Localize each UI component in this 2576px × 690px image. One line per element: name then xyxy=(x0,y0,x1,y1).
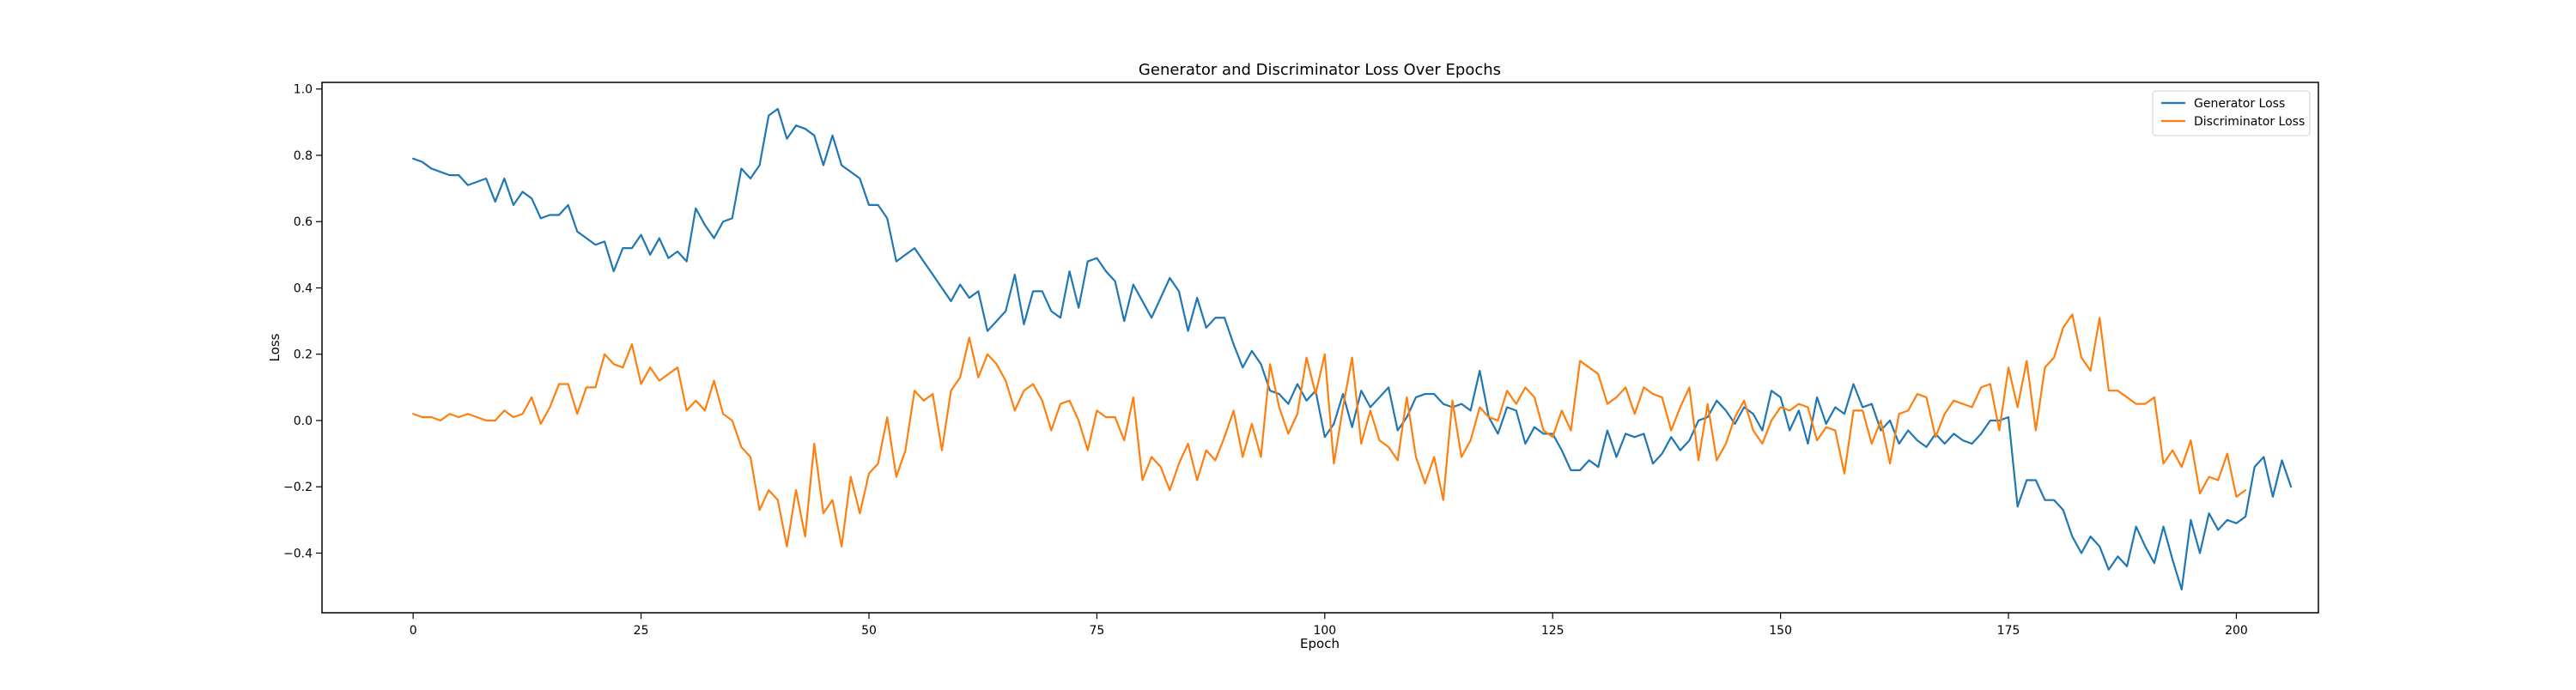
y-tick-label: 1.0 xyxy=(294,83,313,97)
x-tick-label: 125 xyxy=(1541,624,1564,638)
y-tick-label: 0.8 xyxy=(294,149,313,163)
x-tick-label: 150 xyxy=(1769,624,1792,638)
series-line-discriminator-loss xyxy=(412,313,2247,548)
x-tick-label: 50 xyxy=(861,624,877,638)
x-tick-label: 175 xyxy=(1997,624,2020,638)
y-tick-label: 0.0 xyxy=(294,415,313,428)
y-tick-label: −0.2 xyxy=(283,481,313,494)
legend: Generator Loss Discriminator Loss xyxy=(2152,90,2311,136)
y-axis-label: Loss xyxy=(267,333,283,361)
x-tick-label: 25 xyxy=(634,624,649,638)
y-tick-label: −0.4 xyxy=(283,547,313,560)
x-tick-label: 100 xyxy=(1313,624,1336,638)
y-tick-label: 0.2 xyxy=(294,348,313,362)
y-tick-label: 0.4 xyxy=(294,281,313,295)
y-axis-ticks: −0.4 −0.2 0.0 0.2 0.4 0.6 0.8 1.0 xyxy=(283,83,322,560)
x-tick-label: 0 xyxy=(410,624,417,638)
chart-title: Generator and Discriminator Loss Over Ep… xyxy=(1139,61,1501,79)
x-tick-label: 200 xyxy=(2225,624,2248,638)
axes-frame xyxy=(321,82,2319,614)
x-tick-label: 75 xyxy=(1089,624,1104,638)
legend-label: Generator Loss xyxy=(2194,97,2285,111)
series-line-generator-loss xyxy=(412,107,2293,591)
x-axis-ticks: 0 25 50 75 100 125 150 175 200 xyxy=(410,613,2248,638)
legend-box xyxy=(2152,90,2311,136)
series-layer xyxy=(412,107,2293,591)
x-axis-label: Epoch xyxy=(1300,636,1340,651)
y-tick-label: 0.6 xyxy=(294,215,313,229)
legend-label: Discriminator Loss xyxy=(2194,115,2305,129)
